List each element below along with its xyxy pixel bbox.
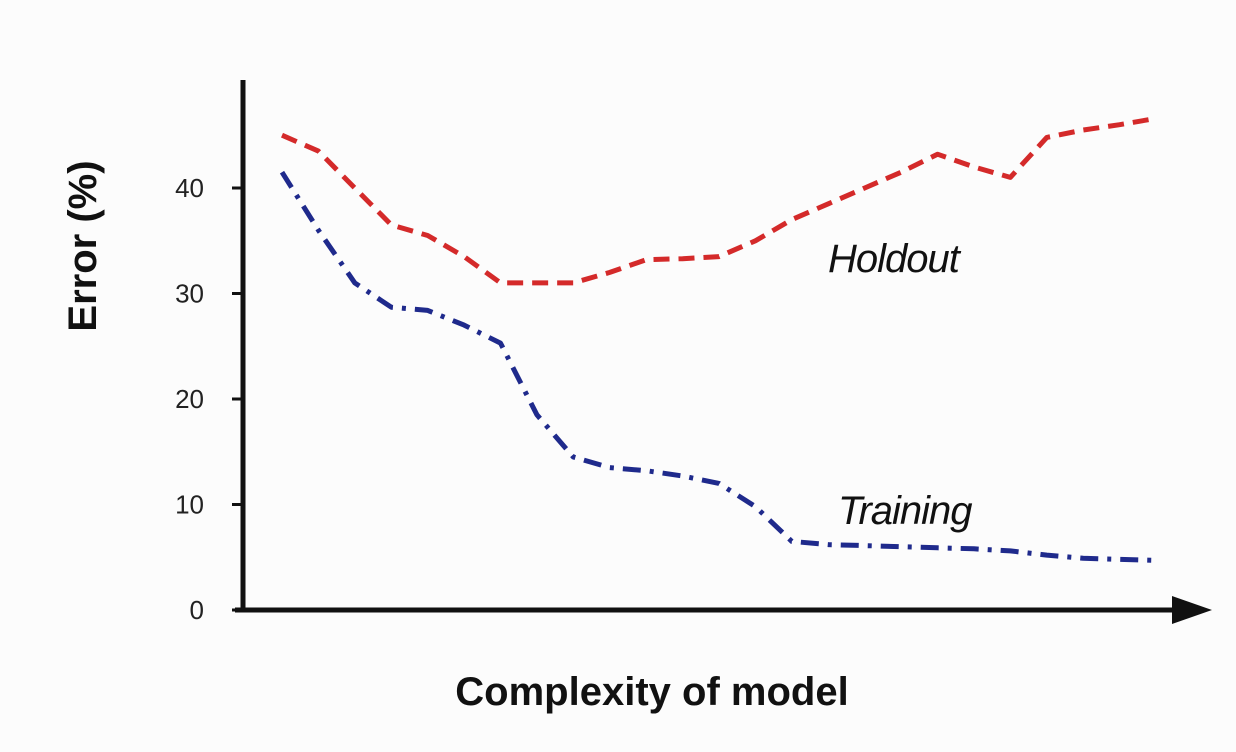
y-tick-label: 40 [175, 173, 204, 203]
series-label-training: Training [838, 489, 972, 533]
y-axis-title: Error (%) [61, 160, 105, 331]
series-line-holdout [280, 115, 1157, 286]
y-tick-label: 30 [175, 279, 204, 309]
plot-lines [279, 115, 1157, 563]
y-tick-label: 0 [190, 595, 204, 625]
y-axis-ticks: 0 10 20 30 40 [175, 173, 243, 625]
y-tick-label: 10 [175, 490, 204, 520]
x-axis-title: Complexity of model [455, 670, 848, 714]
x-axis-arrowhead [1172, 596, 1212, 624]
y-tick-label: 20 [175, 384, 204, 414]
series-line-training [279, 170, 1157, 563]
series-label-holdout: Holdout [828, 237, 962, 281]
